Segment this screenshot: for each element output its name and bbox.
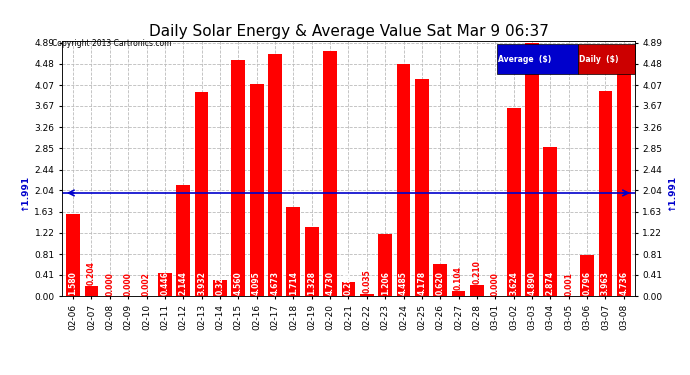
Text: 1.714: 1.714 [289,271,298,295]
Text: 0.284: 0.284 [344,271,353,295]
Text: 0.001: 0.001 [564,272,573,296]
Text: 0.002: 0.002 [142,272,151,296]
Text: 0.210: 0.210 [473,261,482,284]
Text: 3.624: 3.624 [509,272,518,295]
Text: 4.890: 4.890 [528,271,537,295]
Text: 0.104: 0.104 [454,266,463,290]
Bar [578,44,635,74]
Bar [250,84,264,296]
Bar [598,91,612,296]
Bar [497,44,578,74]
Text: ↑1.991: ↑1.991 [667,175,676,211]
Bar [452,291,466,296]
Text: 4.736: 4.736 [620,271,629,295]
Text: 3.963: 3.963 [601,272,610,295]
Text: 2.144: 2.144 [179,272,188,295]
Text: 3.932: 3.932 [197,272,206,295]
Text: 4.095: 4.095 [252,272,262,295]
Text: 4.560: 4.560 [234,272,243,295]
Text: 0.796: 0.796 [582,271,591,295]
Text: 1.328: 1.328 [307,271,316,295]
Text: 0.320: 0.320 [215,272,224,295]
Text: 0.446: 0.446 [160,272,169,295]
Bar [177,185,190,296]
Text: 0.204: 0.204 [87,261,96,285]
Bar [213,280,227,296]
Bar [268,54,282,296]
Bar [544,147,558,296]
Text: 4.730: 4.730 [326,271,335,295]
Bar [360,294,374,296]
Text: 4.673: 4.673 [270,271,279,295]
Title: Daily Solar Energy & Average Value Sat Mar 9 06:37: Daily Solar Energy & Average Value Sat M… [148,24,549,39]
Bar [433,264,447,296]
Text: Average  ($): Average ($) [498,55,551,64]
Text: 0.000: 0.000 [106,272,115,296]
Bar [195,92,208,296]
Bar [397,63,411,296]
Bar [617,51,631,296]
Bar [525,42,539,296]
Bar [158,273,172,296]
Text: 4.178: 4.178 [417,271,426,295]
Bar [580,255,594,296]
Bar [470,285,484,296]
Text: 0.000: 0.000 [124,272,132,296]
Bar [342,282,355,296]
Text: 2.874: 2.874 [546,271,555,295]
Text: 1.206: 1.206 [381,272,390,295]
Bar [305,227,319,296]
Bar [415,80,428,296]
Text: Daily  ($): Daily ($) [579,55,618,64]
Text: 0.620: 0.620 [435,272,445,295]
Bar [323,51,337,296]
Text: 0.000: 0.000 [491,272,500,296]
Bar [506,108,520,296]
Text: ↑1.991: ↑1.991 [21,175,30,211]
Text: Copyright 2013 Cartronics.com: Copyright 2013 Cartronics.com [52,39,171,48]
Text: 1.580: 1.580 [68,272,77,295]
Bar [286,207,300,296]
Bar [66,214,80,296]
Text: 0.035: 0.035 [362,270,371,293]
Bar [85,286,99,296]
Bar [231,60,245,296]
Bar [378,234,392,296]
Text: 4.485: 4.485 [399,272,408,295]
